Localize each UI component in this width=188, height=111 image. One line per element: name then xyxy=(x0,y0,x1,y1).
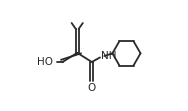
Text: HO: HO xyxy=(37,57,53,67)
Text: O: O xyxy=(88,83,96,93)
Text: NH: NH xyxy=(101,51,117,61)
